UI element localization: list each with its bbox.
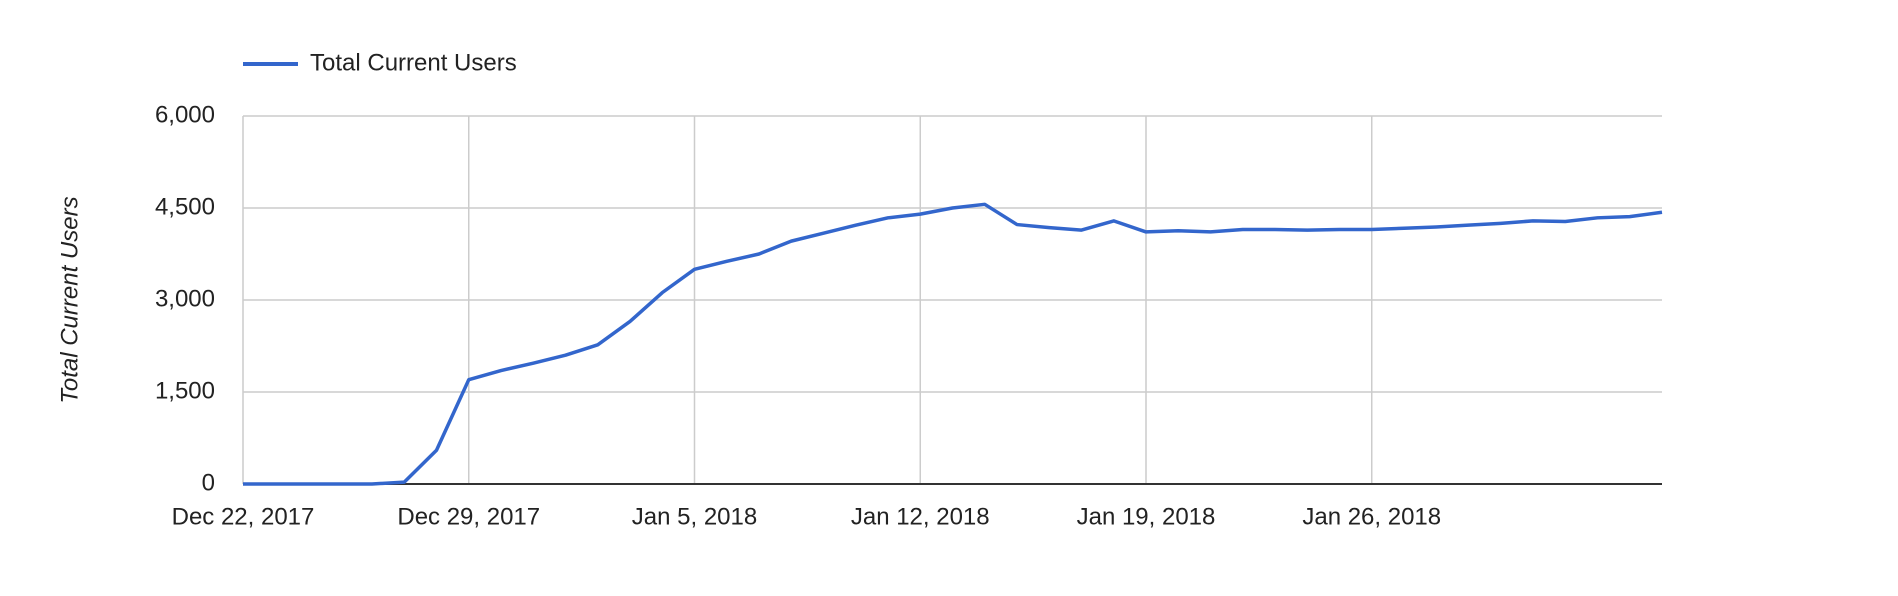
y-axis-title: Total Current Users	[56, 196, 83, 403]
x-tick-label: Jan 26, 2018	[1302, 503, 1441, 530]
y-tick-label: 3,000	[155, 285, 215, 312]
x-tick-label: Jan 12, 2018	[851, 503, 990, 530]
y-tick-label: 4,500	[155, 193, 215, 220]
x-tick-label: Dec 29, 2017	[397, 503, 540, 530]
x-tick-label: Jan 5, 2018	[632, 503, 757, 530]
x-tick-label: Dec 22, 2017	[172, 503, 315, 530]
x-tick-label: Jan 19, 2018	[1077, 503, 1216, 530]
legend-label: Total Current Users	[310, 49, 517, 76]
data-line	[243, 202, 1663, 486]
y-tick-label: 1,500	[155, 377, 215, 404]
y-tick-label: 0	[202, 469, 215, 496]
y-tick-label: 6,000	[155, 101, 215, 128]
